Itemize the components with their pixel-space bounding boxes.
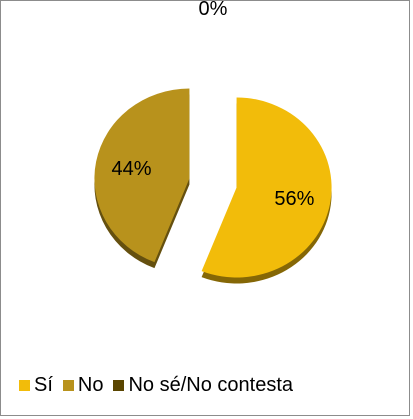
legend-swatch-no xyxy=(62,380,74,391)
slice-no xyxy=(94,88,190,263)
legend-item-si: Sí xyxy=(19,374,53,397)
legend: Sí No No sé/No contesta xyxy=(19,374,303,397)
slice-si xyxy=(201,97,332,278)
legend-label-no: No xyxy=(77,374,104,396)
legend-item-no: No xyxy=(62,374,104,397)
data-label-no: 44% xyxy=(112,158,152,180)
pie-slices xyxy=(94,88,332,284)
legend-label-no-se: No sé/No contesta xyxy=(128,374,294,396)
legend-item-no-se: No sé/No contesta xyxy=(113,374,293,397)
data-label-no-se: 0% xyxy=(199,1,228,20)
legend-swatch-no-se xyxy=(113,380,125,391)
data-label-si: 56% xyxy=(274,188,314,210)
pie-data-labels: 56% 44% 0% xyxy=(112,1,315,210)
legend-swatch-si xyxy=(19,380,30,391)
legend-label-si: Sí xyxy=(34,374,53,396)
